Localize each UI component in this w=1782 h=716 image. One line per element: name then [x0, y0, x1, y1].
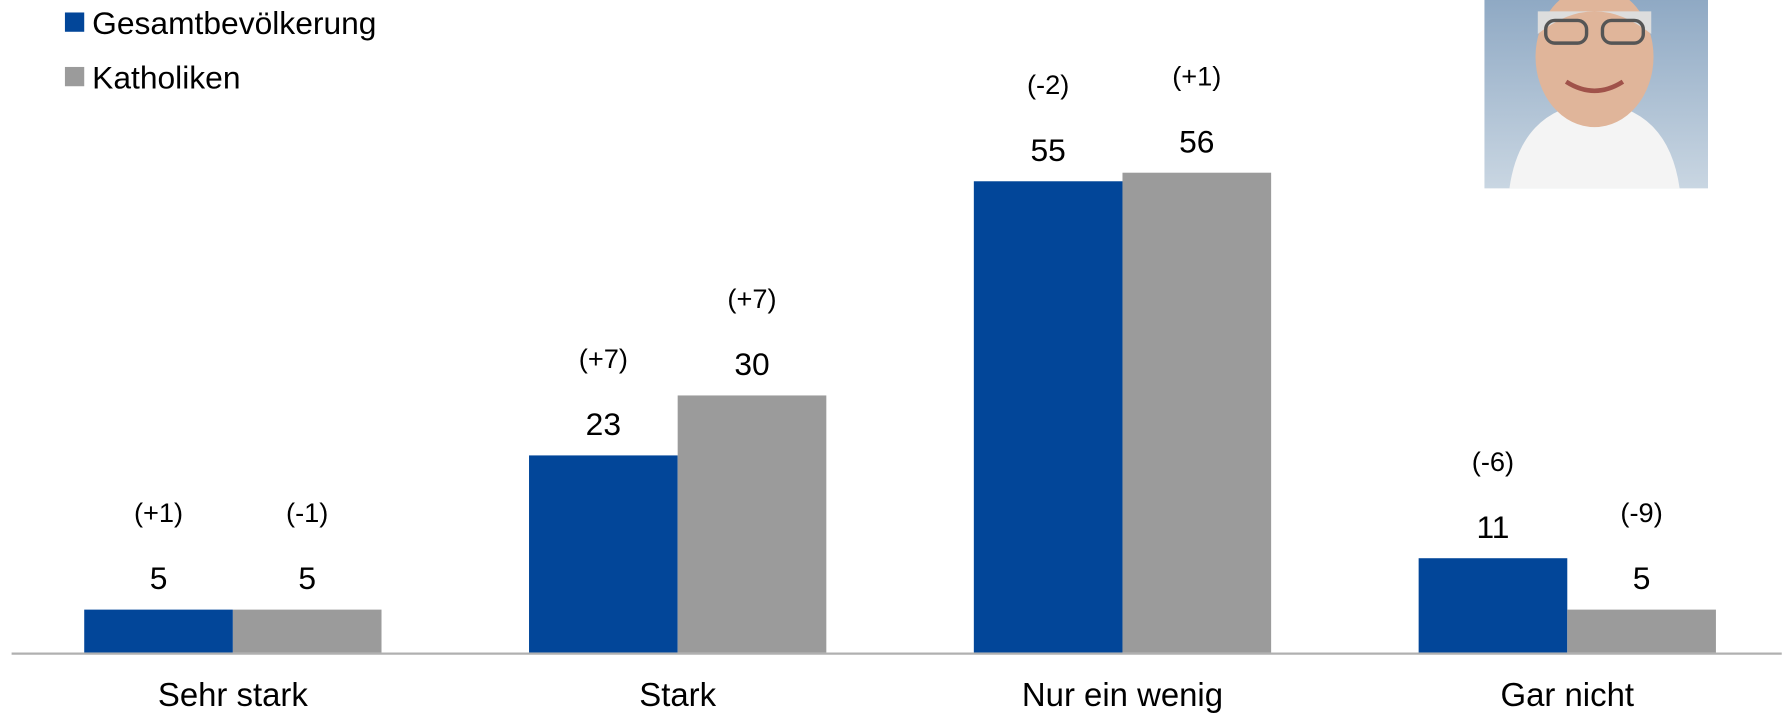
value-label: 11 [1476, 509, 1509, 545]
bar [1567, 609, 1716, 653]
bar [973, 181, 1123, 653]
bar [529, 455, 678, 653]
change-label: (-6) [1472, 446, 1514, 477]
change-label: (+7) [579, 343, 628, 374]
change-label: (+7) [727, 283, 776, 314]
bar [677, 395, 827, 653]
bar [84, 609, 233, 653]
change-label: (-2) [1027, 69, 1069, 100]
change-label: (+1) [134, 497, 183, 528]
value-label: 56 [1179, 123, 1214, 159]
change-label: (+1) [1172, 60, 1221, 91]
value-label: 5 [150, 560, 168, 596]
legend-label: Gesamtbevölkerung [92, 5, 376, 41]
change-label: (-1) [286, 497, 328, 528]
legend-swatch [64, 66, 85, 87]
change-label: (-9) [1620, 497, 1662, 528]
x-tick-label: Stark [639, 676, 716, 713]
x-tick-label: Gar nicht [1501, 676, 1634, 713]
legend-label: Katholiken [92, 60, 240, 96]
bar [1122, 172, 1272, 653]
value-label: 30 [734, 346, 769, 382]
bar [1418, 558, 1568, 653]
photo [1484, 0, 1708, 189]
value-label: 5 [1633, 560, 1651, 596]
x-tick-label: Nur ein wenig [1022, 676, 1223, 713]
value-label: 55 [1030, 132, 1065, 168]
value-label: 23 [586, 406, 621, 442]
value-label: 5 [298, 560, 316, 596]
x-tick-label: Sehr stark [158, 676, 308, 713]
legend-swatch [64, 12, 85, 32]
bar [232, 609, 382, 653]
